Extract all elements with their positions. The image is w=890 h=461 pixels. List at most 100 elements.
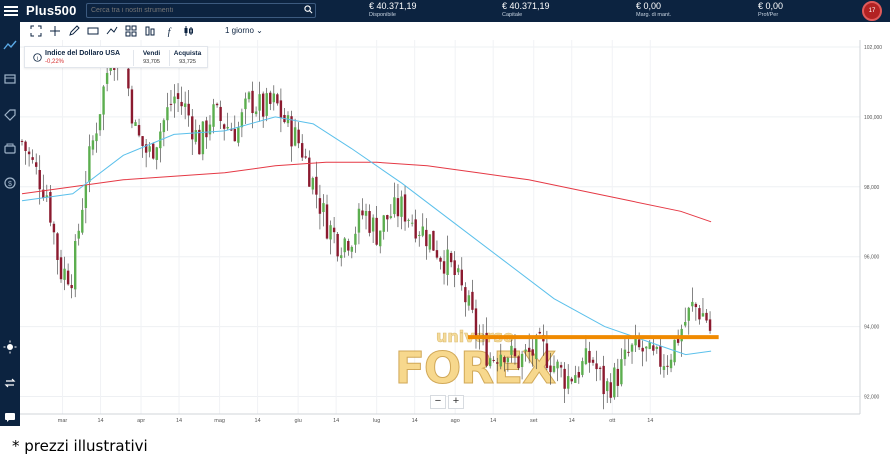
measure-icon[interactable] <box>87 25 99 37</box>
candle-up <box>354 233 357 245</box>
search-input[interactable] <box>86 3 316 18</box>
candle-up <box>606 381 609 392</box>
avatar[interactable]: 17 <box>862 1 882 21</box>
candle-down <box>261 93 265 117</box>
trendline-icon[interactable] <box>106 25 118 37</box>
candle-down <box>279 100 283 118</box>
candle-up <box>340 255 343 259</box>
zoom-in-button[interactable]: + <box>448 395 464 409</box>
candle-down <box>442 261 446 274</box>
candle-up <box>240 112 244 128</box>
candle-up <box>102 86 105 115</box>
candle-down <box>34 162 38 167</box>
candle-up <box>701 313 705 317</box>
indicators-icon[interactable]: f <box>163 25 175 37</box>
candle-down <box>627 351 630 353</box>
candle-up <box>524 349 527 352</box>
candle-up <box>499 354 502 367</box>
candle-down <box>38 169 41 190</box>
candle-down <box>439 257 442 262</box>
candle-down <box>290 116 293 147</box>
chart-icon[interactable] <box>3 38 17 52</box>
positions-icon[interactable] <box>3 72 17 86</box>
candle-down <box>52 223 56 233</box>
layout-icon[interactable] <box>125 25 137 37</box>
dollar-icon[interactable]: $ <box>3 176 17 190</box>
info-icon[interactable]: i <box>33 53 42 62</box>
instrument-change: -0,22% <box>45 59 65 65</box>
menu-icon[interactable] <box>4 4 18 18</box>
x-tick-label: set <box>530 418 538 424</box>
theme-toggle-icon[interactable] <box>3 340 17 354</box>
buy-button[interactable]: Acquista 93,725 <box>169 50 205 66</box>
crosshair-icon[interactable] <box>49 25 61 37</box>
candle-down <box>588 350 591 363</box>
ma-slow-line <box>21 161 712 223</box>
candle-up <box>457 268 460 273</box>
candle-up <box>662 366 666 370</box>
candle-down <box>251 90 254 114</box>
zoom-out-button[interactable]: − <box>430 395 446 409</box>
candle-down <box>191 116 194 140</box>
sell-button[interactable]: Vendi 93,705 <box>133 50 169 66</box>
candle-down <box>308 157 311 187</box>
timeframe-select[interactable]: 1 giorno ⌄ <box>225 26 263 35</box>
candle-up <box>201 121 205 155</box>
candle-down <box>705 312 708 321</box>
candle-up <box>77 230 80 239</box>
candle-down <box>549 365 552 373</box>
candle-down <box>230 128 233 131</box>
switch-account-icon[interactable] <box>3 376 17 390</box>
candle-down <box>563 368 566 389</box>
candle-up <box>623 349 627 360</box>
candle-up <box>556 361 559 369</box>
candle-up <box>371 217 375 232</box>
stat-maintenance-margin: € 0,00 Marg. di mant. <box>636 1 672 18</box>
candle-up <box>488 358 492 367</box>
candle-up <box>88 146 91 183</box>
tag-icon[interactable] <box>3 108 17 122</box>
search-icon[interactable] <box>304 5 313 14</box>
candle-down <box>42 189 45 198</box>
compare-icon[interactable] <box>144 25 156 37</box>
candle-down <box>176 93 180 99</box>
price-chart[interactable]: universo FOREX 102,000100,00098,00096,00… <box>20 40 890 426</box>
candle-down <box>215 103 219 106</box>
pencil-icon[interactable] <box>68 25 80 37</box>
candle-down <box>698 308 701 320</box>
candle-down <box>59 257 63 280</box>
candle-up <box>258 94 261 111</box>
candle-down <box>517 356 520 369</box>
candle-down <box>70 284 73 289</box>
chevron-down-icon: ⌄ <box>256 26 263 35</box>
candle-down <box>602 365 605 395</box>
candle-down <box>113 68 116 70</box>
y-tick-label: 98,000 <box>864 185 880 191</box>
candle-up <box>74 240 77 290</box>
instrument-panel: i Indice del Dollaro USA -0,22% Vendi 93… <box>24 46 208 68</box>
svg-text:f: f <box>168 27 172 37</box>
candle-up <box>226 126 229 129</box>
candle-down <box>513 348 517 357</box>
wallet-icon[interactable] <box>3 142 17 156</box>
candle-down <box>137 125 141 136</box>
candle-up <box>343 238 346 253</box>
candle-down <box>609 382 612 398</box>
candle-down <box>375 217 378 245</box>
candle-up <box>63 268 66 280</box>
instrument-name: Indice del Dollaro USA <box>45 50 121 57</box>
stat-equity: € 40.371,19 Capitale <box>502 1 550 18</box>
candle-down <box>545 343 549 368</box>
x-tick-label: giu <box>294 418 301 424</box>
candles-icon[interactable] <box>182 25 194 37</box>
candle-up <box>584 348 588 365</box>
candle-up <box>382 215 385 232</box>
candle-down <box>694 303 698 308</box>
fullscreen-icon[interactable] <box>30 25 42 37</box>
candle-down <box>269 92 272 104</box>
candle-down <box>276 94 279 104</box>
candle-up <box>81 209 84 233</box>
candle-up <box>208 124 212 135</box>
chat-icon[interactable] <box>3 410 17 424</box>
candle-up <box>418 234 421 236</box>
